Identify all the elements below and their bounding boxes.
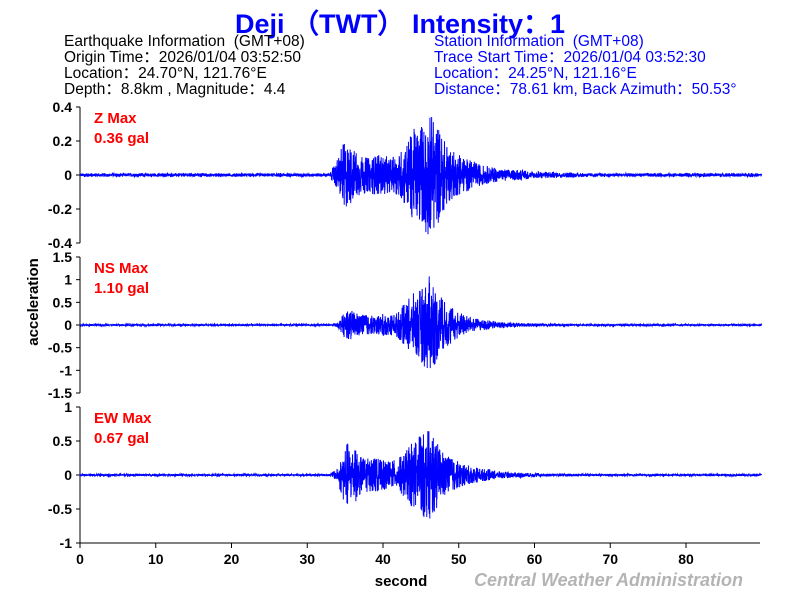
y-tick-label: 1 bbox=[64, 272, 72, 288]
waveform-ew bbox=[79, 431, 763, 519]
depth-magnitude: Depth：8.8km , Magnitude：4.4 bbox=[64, 81, 286, 98]
y-tick-label: -1.5 bbox=[48, 385, 72, 401]
y-tick-label: 0.2 bbox=[53, 133, 73, 149]
y-tick-label: -1 bbox=[60, 535, 73, 551]
y-tick-label: 1 bbox=[64, 399, 72, 415]
x-tick-label: 70 bbox=[602, 551, 618, 567]
y-tick-label: -0.5 bbox=[48, 340, 72, 356]
y-tick-label: 0.5 bbox=[53, 433, 73, 449]
trace-start-time: Trace Start Time：2026/01/04 03:52:30 bbox=[434, 49, 706, 66]
station-info-heading: Station Information (GMT+08) bbox=[434, 33, 644, 50]
station-location: Location：24.25°N, 121.16°E bbox=[434, 65, 637, 82]
x-tick-label: 60 bbox=[527, 551, 543, 567]
earthquake-info: Earthquake Information (GMT+08) Origin T… bbox=[64, 34, 305, 98]
x-tick-label: 10 bbox=[148, 551, 164, 567]
y-tick-label: -1 bbox=[60, 362, 73, 378]
max-value-z: 0.36 gal bbox=[94, 130, 149, 147]
y-tick-label: -0.5 bbox=[48, 501, 72, 517]
waveform-z bbox=[79, 117, 763, 235]
y-tick-label: 0.4 bbox=[53, 99, 73, 115]
y-tick-label: -0.4 bbox=[48, 235, 72, 251]
x-tick-label: 50 bbox=[451, 551, 467, 567]
chart-title: Deji （TWT） Intensity：1 bbox=[234, 9, 566, 39]
panel-label-z: Z Max bbox=[94, 110, 137, 127]
x-tick-label: 0 bbox=[76, 551, 84, 567]
x-tick-label: 80 bbox=[678, 551, 694, 567]
y-axis-label: acceleration bbox=[25, 258, 42, 346]
x-tick-label: 40 bbox=[375, 551, 391, 567]
x-tick-label: 20 bbox=[224, 551, 240, 567]
y-tick-label: 1.5 bbox=[53, 249, 73, 265]
waveform-ns bbox=[79, 276, 763, 369]
credit-text: Central Weather Administration bbox=[474, 570, 744, 590]
station-info: Station Information (GMT+08) Trace Start… bbox=[434, 34, 737, 98]
epicenter-location: Location：24.70°N, 121.76°E bbox=[64, 65, 267, 82]
panel-label-ew: EW Max bbox=[94, 410, 152, 427]
y-tick-label: 0 bbox=[64, 467, 72, 483]
max-value-ew: 0.67 gal bbox=[94, 430, 149, 447]
panel-label-ns: NS Max bbox=[94, 260, 149, 277]
origin-time: Origin Time：2026/01/04 03:52:50 bbox=[64, 49, 301, 66]
x-axis-label: second bbox=[375, 573, 428, 590]
x-tick-label: 30 bbox=[299, 551, 315, 567]
y-tick-label: 0 bbox=[64, 317, 72, 333]
max-value-ns: 1.10 gal bbox=[94, 280, 149, 297]
y-tick-label: 0.5 bbox=[53, 294, 73, 310]
y-tick-label: -0.2 bbox=[48, 201, 72, 217]
distance-azimuth: Distance：78.61 km, Back Azimuth：50.53° bbox=[434, 81, 737, 98]
earthquake-info-heading: Earthquake Information (GMT+08) bbox=[64, 33, 305, 50]
y-tick-label: 0 bbox=[64, 167, 72, 183]
